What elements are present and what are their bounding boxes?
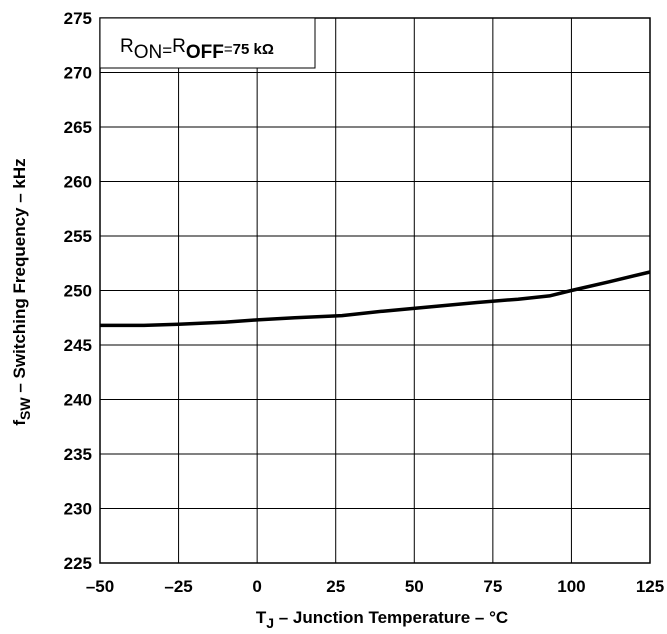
y-tick-label: 245 [64,336,92,355]
y-tick-label: 240 [64,391,92,410]
annotation-equals-1: = [162,41,172,60]
grid [99,17,651,564]
y-axis-label-sub: SW [17,397,33,420]
annotation-value: 75 kΩ [233,41,274,58]
series-line [100,270,651,328]
y-axis-label-rest: – Switching Frequency – kHz [10,158,29,397]
x-tick-label: 100 [557,577,585,596]
tick-labels: –50 –25 0 25 50 75 100 125 225 230 235 240 245 250 255… [64,9,665,596]
y-tick-label: 235 [64,445,92,464]
x-axis-label-rest: – Junction Temperature – °C [274,608,508,627]
x-tick-label: 25 [326,577,345,596]
x-axis-label-sub: J [266,615,274,631]
x-tick-label: 50 [405,577,424,596]
x-tick-label: 125 [636,577,664,596]
y-tick-label: 230 [64,500,92,519]
y-tick-label: 250 [64,282,92,301]
y-axis-label: fSW – Switching Frequency – kHz [10,158,33,425]
y-axis-label-main: f [10,420,29,426]
y-tick-label: 260 [64,173,92,192]
x-tick-label: –50 [86,577,114,596]
y-tick-label: 275 [64,9,92,28]
x-tick-label: –25 [164,577,192,596]
x-tick-label: 0 [252,577,261,596]
annotation: RON=ROFF=75 kΩ [120,36,274,63]
x-axis-label: TJ – Junction Temperature – °C [256,608,508,631]
x-axis-label-main: T [256,608,267,627]
y-tick-label: 270 [64,64,92,83]
series-layer [100,270,651,328]
y-tick-label: 255 [64,227,92,246]
x-tick-label: 75 [483,577,502,596]
annotation-r-off: R [172,36,186,57]
y-tick-label: 265 [64,118,92,137]
y-tick-label: 225 [64,554,92,573]
annotation-r-on: R [120,36,134,57]
annotation-box [99,17,316,69]
plot-border [99,17,651,564]
annotation-equals-2: = [224,41,233,58]
plot-frame [99,17,651,564]
annotation-r-on-sub: ON [134,42,163,63]
annotation-r-off-sub: OFF [186,42,224,63]
